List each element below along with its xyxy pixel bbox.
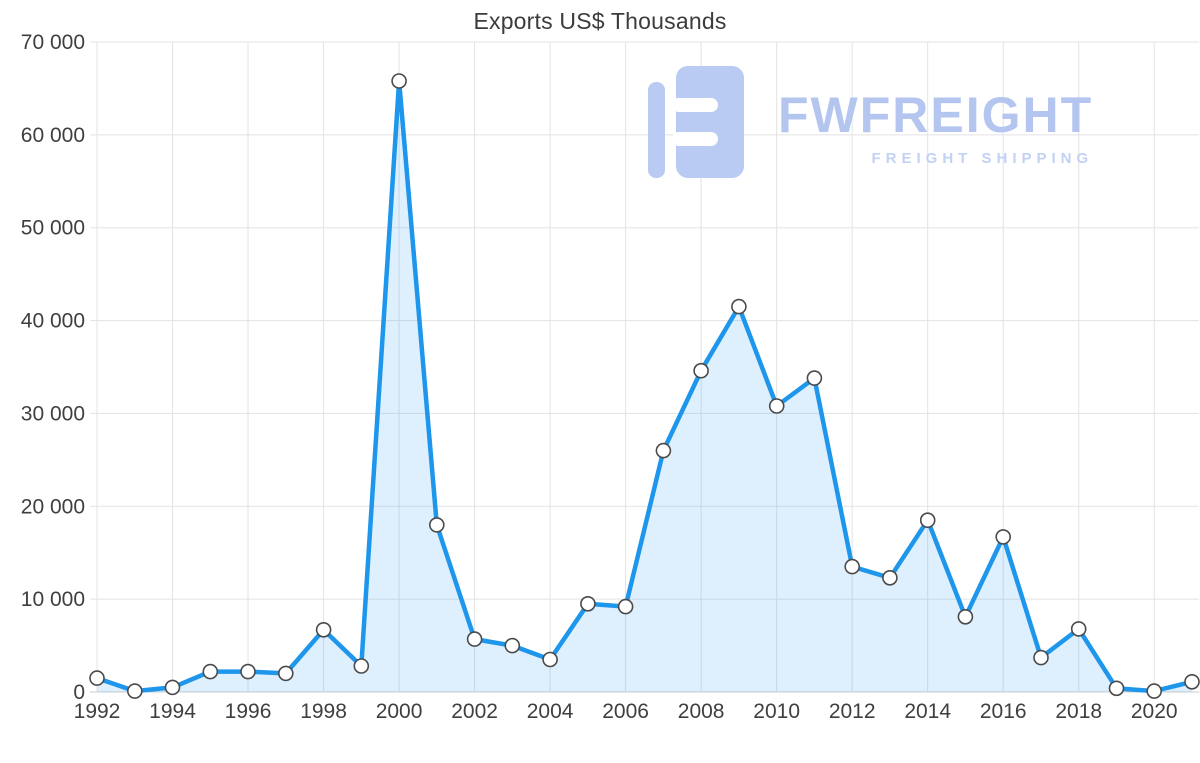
data-point-marker[interactable]: [202, 663, 219, 680]
x-axis-tick-label: 2008: [678, 700, 725, 723]
data-point-marker[interactable]: [580, 595, 596, 612]
data-point-marker[interactable]: [617, 598, 634, 615]
x-axis-tick-label: 1994: [149, 700, 196, 723]
data-point-marker[interactable]: [89, 670, 105, 686]
x-axis-tick-label: 1996: [225, 700, 272, 723]
y-axis-tick-label: 70 000: [21, 31, 85, 54]
data-point-marker[interactable]: [164, 679, 181, 696]
x-axis-tick-label: 2020: [1131, 700, 1178, 723]
x-axis-tick-label: 2018: [1055, 700, 1102, 723]
y-axis-tick-label: 20 000: [21, 495, 85, 518]
data-point-marker[interactable]: [693, 362, 709, 379]
data-point-marker[interactable]: [957, 608, 974, 625]
data-point-marker[interactable]: [542, 651, 558, 668]
data-point-marker[interactable]: [1184, 673, 1200, 690]
x-axis-tick-label: 2010: [753, 700, 800, 723]
x-axis-tick-label: 2006: [602, 700, 649, 723]
data-point-marker[interactable]: [277, 665, 294, 682]
y-axis-tick-label: 50 000: [21, 217, 85, 240]
x-axis-tick-label: 2016: [980, 700, 1027, 723]
x-axis-tick-label: 2000: [376, 700, 423, 723]
chart-title: Exports US$ Thousands: [473, 8, 727, 34]
data-point-marker[interactable]: [1146, 683, 1162, 699]
data-point-marker[interactable]: [655, 442, 672, 459]
data-point-marker[interactable]: [428, 517, 445, 533]
data-point-marker[interactable]: [806, 370, 823, 386]
data-point-marker[interactable]: [353, 658, 370, 674]
data-point-marker[interactable]: [315, 621, 332, 638]
x-axis-tick-label: 2002: [451, 700, 498, 723]
data-point-marker[interactable]: [1033, 649, 1049, 666]
x-axis-tick-label: 2004: [527, 700, 574, 723]
y-axis-tick-label: 30 000: [21, 402, 85, 425]
data-point-marker[interactable]: [882, 569, 898, 586]
x-axis-tick-label: 1992: [74, 700, 121, 723]
data-point-marker[interactable]: [768, 398, 785, 414]
data-point-marker[interactable]: [1070, 621, 1087, 637]
y-axis-tick-label: 0: [73, 681, 85, 704]
data-point-marker[interactable]: [504, 637, 521, 654]
data-point-marker[interactable]: [466, 631, 483, 647]
data-point-marker[interactable]: [1108, 680, 1125, 697]
data-point-marker[interactable]: [919, 512, 936, 529]
x-axis-tick-label: 2014: [904, 700, 951, 723]
data-point-marker[interactable]: [995, 529, 1012, 545]
x-axis-tick-label: 2012: [829, 700, 876, 723]
x-axis-tick-label: 1998: [300, 700, 347, 723]
data-point-marker[interactable]: [844, 558, 861, 575]
y-axis-tick-label: 60 000: [21, 124, 85, 147]
data-point-marker[interactable]: [127, 683, 143, 699]
data-point-marker[interactable]: [240, 663, 256, 680]
series-area-fill: [97, 81, 1192, 692]
data-point-marker[interactable]: [731, 298, 747, 315]
y-axis-tick-label: 40 000: [21, 310, 85, 333]
data-point-marker[interactable]: [391, 73, 407, 89]
y-axis-tick-label: 10 000: [21, 588, 85, 611]
